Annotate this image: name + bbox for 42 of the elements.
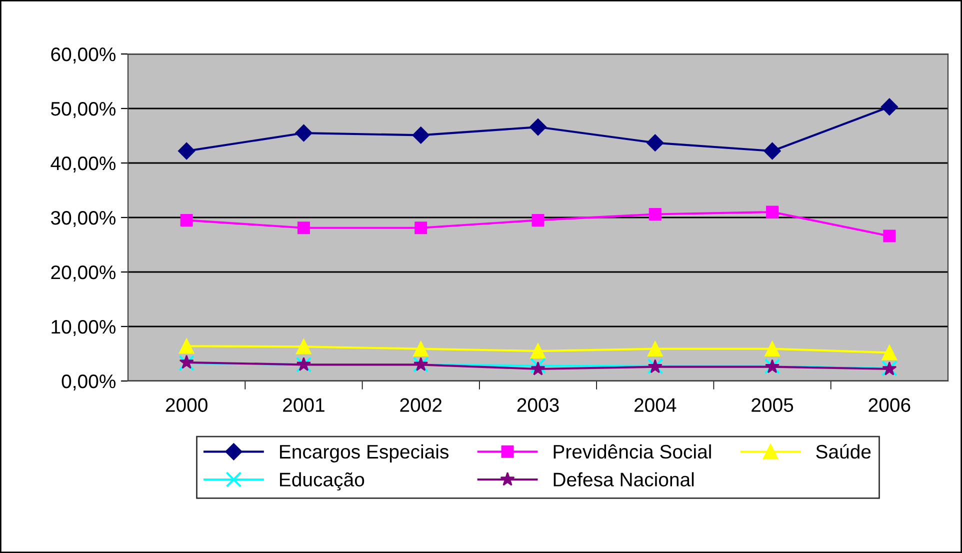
x-tick-label: 2000 <box>166 398 208 412</box>
legend-label: Encargos Especiais <box>280 444 448 462</box>
legend-label: Previdência Social <box>554 444 711 459</box>
point <box>295 124 312 142</box>
point <box>530 361 546 376</box>
point <box>882 345 898 360</box>
x-tick-label: 2001 <box>283 398 324 412</box>
point <box>297 222 310 234</box>
y-tick-label: 20,00% <box>51 265 116 282</box>
legend-label: Defesa Nacional <box>554 472 694 486</box>
x-tick-label: 2006 <box>868 398 910 412</box>
point <box>180 214 193 226</box>
legend-label: Saúde <box>816 444 871 459</box>
point <box>880 98 898 116</box>
point <box>178 338 194 354</box>
point <box>764 341 780 356</box>
x-tick-label: 2002 <box>400 398 442 412</box>
point <box>530 358 546 374</box>
point <box>764 142 781 160</box>
point <box>532 214 544 226</box>
point <box>646 134 664 152</box>
legend-label: Educação <box>280 472 364 490</box>
y-tick-label: 10,00% <box>52 320 116 336</box>
y-tick-label: 40,00% <box>50 156 116 173</box>
point <box>178 142 196 160</box>
point <box>766 206 779 218</box>
y-tick-label: 30,00% <box>50 210 116 228</box>
x-tick-label: 2005 <box>752 398 794 412</box>
point <box>413 341 428 356</box>
x-tick-label: 2003 <box>517 398 559 412</box>
point <box>529 118 547 136</box>
y-tick-label: 60,00% <box>51 47 116 64</box>
x-tick-label: 2004 <box>634 398 676 412</box>
point <box>648 208 662 220</box>
y-tick-label: 0,00% <box>62 374 116 391</box>
point <box>530 343 546 359</box>
y-tick-label: 50,00% <box>51 102 116 118</box>
point <box>883 230 896 242</box>
point <box>296 339 312 354</box>
point <box>414 222 428 234</box>
point <box>412 126 430 144</box>
point <box>648 341 663 356</box>
